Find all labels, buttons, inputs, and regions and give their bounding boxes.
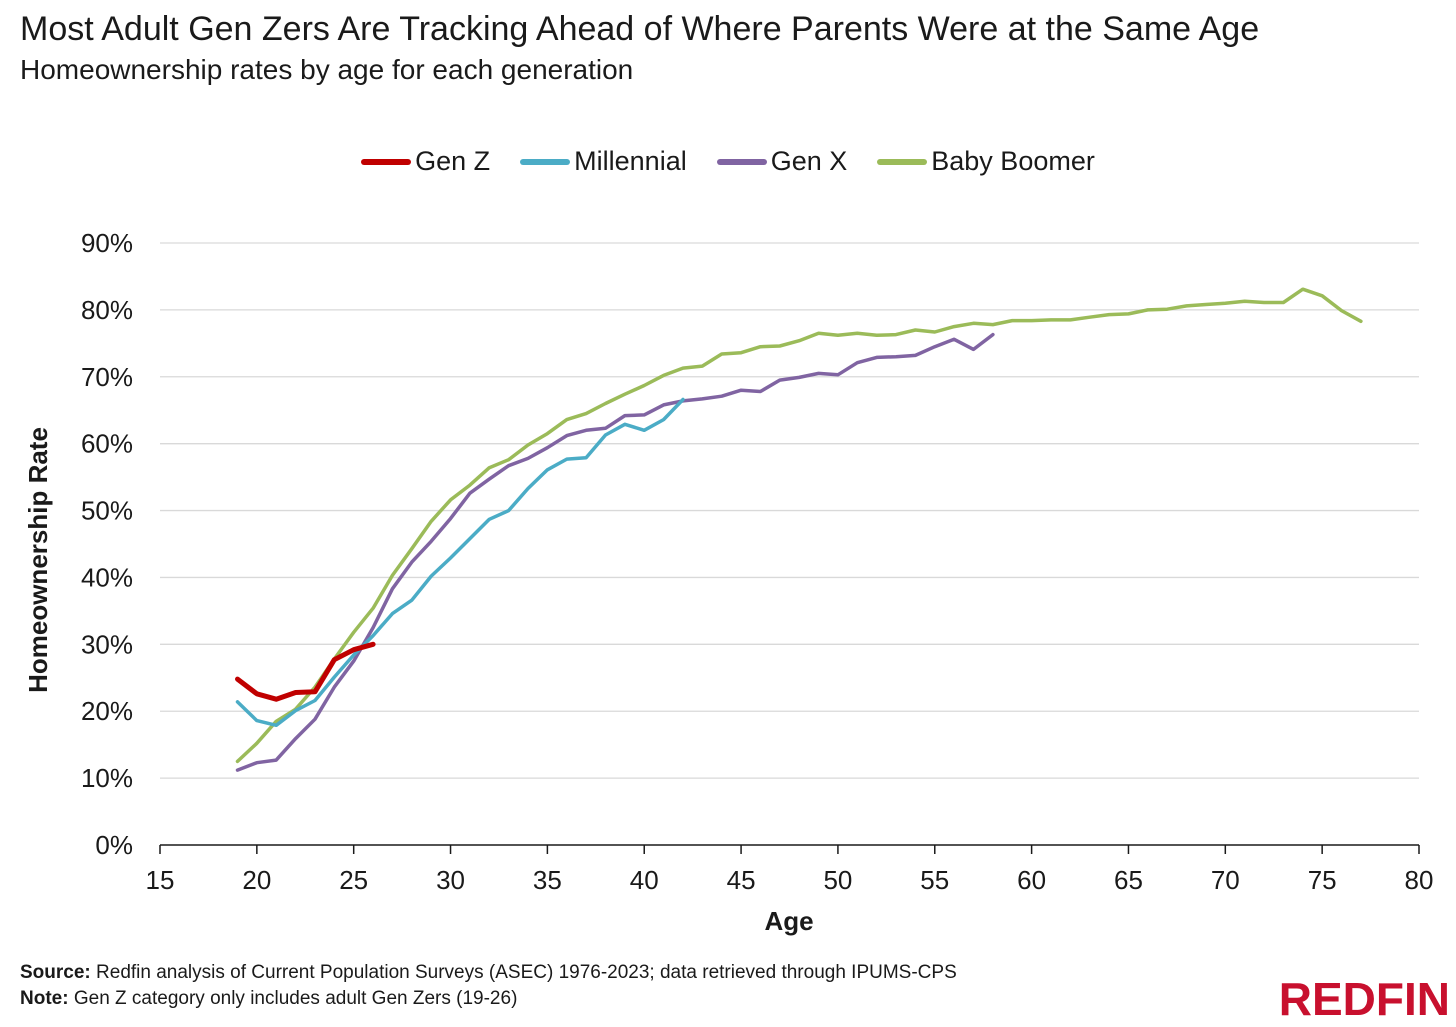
x-tick-label: 60: [1017, 865, 1046, 895]
x-axis-label: Age: [764, 906, 813, 936]
legend-item-gen-x: Gen X: [716, 146, 848, 177]
legend-swatch-millennial: [520, 158, 571, 165]
axis-layer: 0% 10% 20% 30% 40% 50% 60% 70% 80% 90% 15 20 25 30 35 4…: [81, 228, 1434, 895]
note-label: Note:: [20, 988, 69, 1009]
source-label: Source:: [20, 962, 91, 983]
y-tick-label: 60%: [81, 429, 133, 459]
grid-layer: [160, 242, 1419, 779]
x-tick-label: 15: [146, 865, 175, 895]
x-tick-label: 30: [436, 865, 465, 895]
x-tick-label: 65: [1114, 865, 1143, 895]
series-layer: [235, 287, 1363, 772]
footnote: Note: Gen Z category only includes adult…: [20, 988, 517, 1010]
line-chart: 0% 10% 20% 30% 40% 50% 60% 70% 80% 90% 15 20 25 30 35 4…: [23, 228, 1434, 936]
y-tick-label: 90%: [81, 228, 133, 258]
series-line-gen-z: [235, 641, 376, 702]
chart-subtitle: Homeownership rates by age for each gene…: [20, 54, 634, 85]
legend-swatch-gen-z: [361, 158, 412, 165]
series-line-baby-boomer: [235, 287, 1363, 764]
legend-item-gen-z: Gen Z: [361, 146, 490, 177]
y-tick-label: 50%: [81, 496, 133, 526]
x-tick-label: 70: [1211, 865, 1240, 895]
source-note: Source: Redfin analysis of Current Popul…: [20, 962, 957, 984]
legend-label-gen-x: Gen X: [770, 146, 848, 176]
note-text: Gen Z category only includes adult Gen Z…: [73, 988, 518, 1009]
x-tick-label: 75: [1308, 865, 1337, 895]
y-tick-label: 80%: [81, 295, 133, 325]
x-tick-label: 50: [823, 865, 852, 895]
series-line-millennial: [235, 397, 685, 728]
legend-label-gen-z: Gen Z: [415, 146, 491, 176]
legend-label-millennial: Millennial: [574, 146, 687, 176]
legend: Gen Z Millennial Gen X Baby Boomer: [0, 146, 1456, 177]
x-tick-label: 45: [727, 865, 756, 895]
x-tick-label: 80: [1405, 865, 1434, 895]
x-tick-label: 55: [920, 865, 949, 895]
redfin-logo: REDFIN: [1278, 973, 1450, 1025]
y-tick-label: 70%: [81, 362, 133, 392]
source-text: Redfin analysis of Current Population Su…: [96, 962, 957, 983]
x-tick-label: 40: [630, 865, 659, 895]
y-tick-label: 20%: [81, 696, 133, 726]
legend-label-baby-boomer: Baby Boomer: [931, 146, 1095, 176]
y-tick-label: 10%: [81, 763, 133, 793]
y-tick-label: 30%: [81, 629, 133, 659]
legend-swatch-gen-x: [716, 158, 767, 165]
x-tick-label: 35: [533, 865, 562, 895]
x-tick-label: 25: [339, 865, 368, 895]
legend-swatch-baby-boomer: [877, 158, 928, 165]
y-axis-label: Homeownership Rate: [23, 427, 53, 693]
chart-title: Most Adult Gen Zers Are Tracking Ahead o…: [20, 10, 1260, 48]
legend-item-millennial: Millennial: [520, 146, 687, 177]
y-tick-label: 40%: [81, 562, 133, 592]
x-tick-label: 20: [242, 865, 271, 895]
y-tick-label: 0%: [95, 830, 133, 860]
legend-item-baby-boomer: Baby Boomer: [877, 146, 1095, 177]
